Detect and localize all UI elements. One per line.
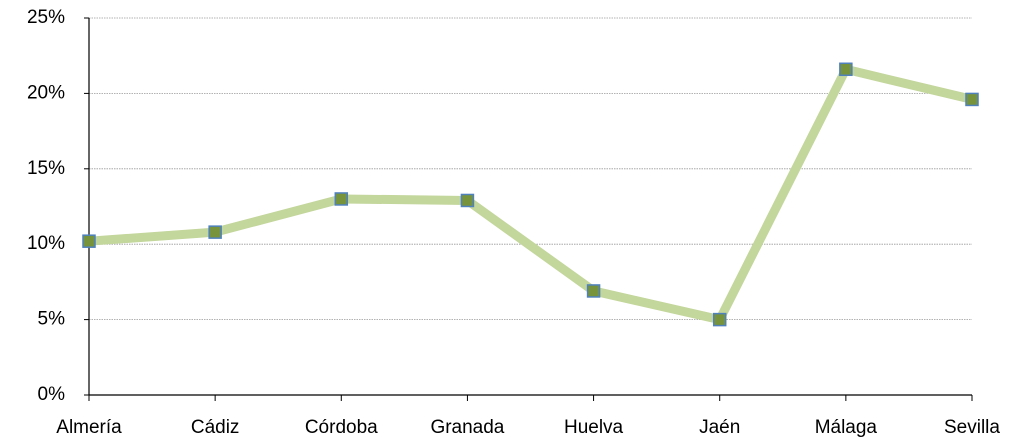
x-tick-label: Granada [430,417,504,438]
x-tick-label: Sevilla [944,417,1000,438]
y-tick-label: 0% [38,384,66,405]
marker [839,62,853,77]
x-tick-label: Almería [56,417,122,438]
x-tick-label: Córdoba [305,417,378,438]
marker [334,192,349,206]
y-tick-label: 10% [27,233,65,254]
x-tick-label: Cádiz [191,417,240,438]
marker [82,234,96,248]
marker [586,284,601,298]
x-tick-label: Málaga [815,417,878,438]
y-tick-label: 15% [27,158,65,179]
y-tick-label: 20% [27,82,65,103]
marker [460,193,475,208]
marker [208,225,222,239]
x-tick-label: Huelva [564,417,624,438]
y-tick-label: 25% [27,7,65,28]
marker [712,312,727,327]
x-tick-label: Jaén [699,417,740,438]
y-tick-label: 5% [38,309,66,330]
series-line [88,64,974,325]
marker [965,92,979,107]
